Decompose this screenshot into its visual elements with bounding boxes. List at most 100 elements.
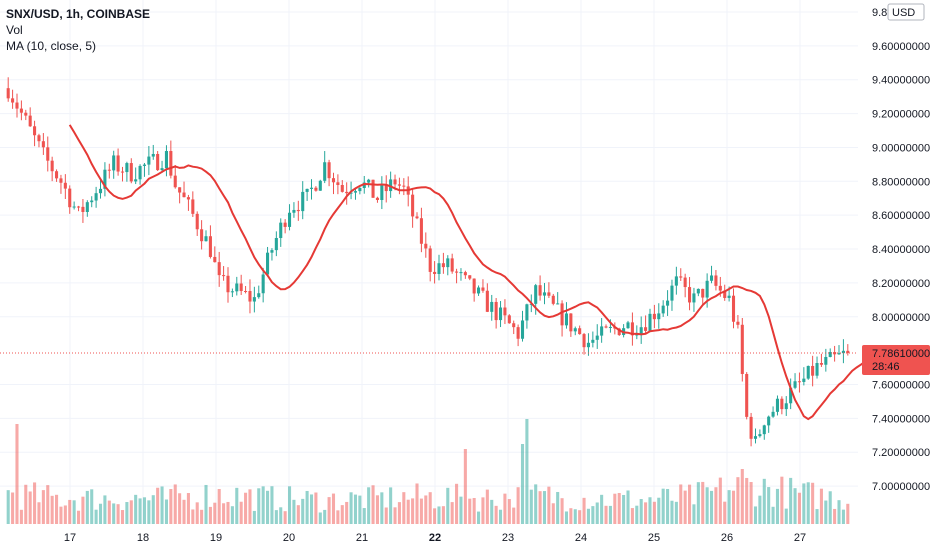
candle-body — [819, 363, 823, 365]
candle-body — [630, 322, 634, 336]
volume-bar — [367, 487, 371, 524]
volume-bar — [204, 484, 208, 524]
candle-body — [362, 182, 366, 189]
candle-body — [696, 288, 700, 294]
candle-body — [837, 353, 841, 355]
candle-body — [384, 185, 388, 192]
volume-indicator-label[interactable]: Vol — [6, 23, 23, 37]
candle-body — [749, 416, 753, 439]
volume-bar — [19, 509, 23, 524]
volume-bar — [639, 499, 643, 524]
candle-body — [670, 285, 674, 301]
volume-bar — [591, 506, 595, 524]
volume-bar — [828, 491, 832, 524]
volume-bar — [833, 508, 837, 524]
candle-body — [169, 151, 173, 176]
volume-bar — [156, 487, 160, 524]
volume-bar — [450, 502, 454, 524]
volume-bar — [213, 502, 217, 524]
volume-bar — [230, 506, 234, 524]
volume-bar — [37, 502, 41, 524]
candle-body — [740, 324, 744, 374]
volume-bar — [802, 483, 806, 524]
volume-bar — [380, 492, 384, 524]
volume-bar — [252, 510, 256, 524]
candle-body — [112, 155, 116, 171]
candle-body — [692, 293, 696, 303]
candle-body — [586, 342, 590, 348]
candle-body — [723, 290, 727, 298]
candle-body — [709, 275, 714, 281]
volume-bar — [622, 494, 626, 524]
candle-body — [345, 191, 349, 194]
candle-body — [846, 350, 850, 353]
volume-bar — [437, 506, 441, 524]
candle-body — [639, 327, 643, 335]
candle-body — [217, 262, 221, 276]
symbol-title[interactable]: SNX/USD, 1h, COINBASE — [6, 7, 151, 21]
volume-bar — [164, 499, 168, 524]
volume-bar — [371, 485, 375, 524]
candle-body — [389, 179, 393, 192]
candle-body — [129, 163, 133, 182]
candle-body — [164, 151, 168, 169]
volume-bar — [736, 477, 740, 524]
candle-body — [19, 108, 23, 113]
candle-body — [160, 168, 164, 171]
candle-body — [296, 209, 300, 212]
grid — [0, 0, 858, 524]
time-tick-label: 24 — [575, 532, 587, 544]
volume-bar — [178, 493, 182, 524]
candle-body — [688, 287, 692, 303]
volume-bar — [617, 492, 621, 524]
volume-bar — [98, 503, 103, 524]
candle-body — [393, 179, 397, 185]
candle-body — [815, 363, 819, 376]
candle-body — [151, 153, 155, 157]
volume-bar — [323, 509, 327, 524]
candle-body — [90, 200, 94, 203]
volume-bar — [767, 487, 771, 524]
volume-bar — [406, 499, 410, 524]
candle-body — [604, 326, 608, 328]
candle-body — [107, 169, 111, 171]
candle-body — [327, 162, 331, 179]
volume-bar — [586, 508, 590, 524]
ma-indicator-label[interactable]: MA (10, close, 5) — [6, 39, 97, 53]
candle-body — [661, 305, 665, 314]
candle-body — [494, 301, 498, 321]
price-tick-label: 9.40000000 — [872, 75, 930, 87]
candle-body — [811, 365, 815, 376]
candle-body — [679, 276, 683, 278]
candle-body — [380, 185, 384, 200]
candle-body — [248, 291, 252, 302]
volume-bar — [762, 478, 766, 524]
candle-body — [498, 307, 503, 321]
volume-bar — [33, 482, 37, 524]
candle-body — [37, 135, 41, 142]
candle-body — [292, 209, 296, 213]
candle-body — [287, 212, 292, 227]
volume-bar — [771, 506, 775, 524]
volume-bar — [525, 419, 529, 524]
volume-bar — [318, 512, 322, 524]
time-tick-label: 18 — [137, 532, 149, 544]
volume-bar — [296, 505, 300, 524]
candle-body — [780, 398, 784, 410]
candle-body — [617, 328, 621, 336]
volume-bar — [397, 502, 401, 524]
volume-bar — [837, 500, 841, 524]
candle-body — [784, 403, 788, 410]
volume-bar — [279, 507, 283, 524]
candle-body — [450, 258, 454, 272]
candle-body — [147, 156, 151, 165]
volume-bar — [353, 494, 358, 524]
volume-bar — [424, 495, 428, 524]
candle-body — [472, 278, 476, 294]
volume-bar — [595, 502, 599, 524]
candle-body — [806, 365, 810, 379]
volume-bar — [520, 444, 525, 524]
candle-body — [309, 187, 314, 189]
candle-body — [551, 295, 555, 304]
